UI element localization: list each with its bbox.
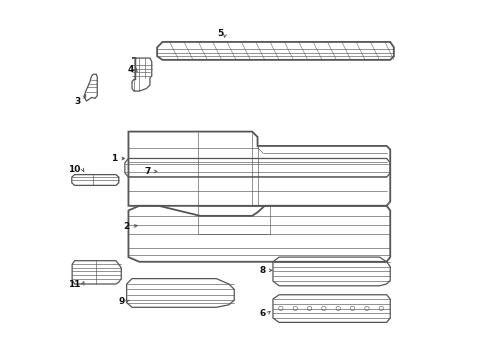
Text: 5: 5: [217, 29, 223, 38]
Text: 8: 8: [260, 266, 266, 275]
Text: 7: 7: [145, 167, 151, 176]
Text: 6: 6: [260, 309, 266, 318]
Text: 2: 2: [123, 222, 129, 231]
Text: 10: 10: [69, 165, 81, 174]
Text: 9: 9: [119, 297, 125, 306]
Text: 11: 11: [68, 280, 81, 289]
Text: 1: 1: [111, 154, 118, 163]
Text: 4: 4: [127, 65, 134, 74]
Text: 3: 3: [74, 96, 81, 105]
